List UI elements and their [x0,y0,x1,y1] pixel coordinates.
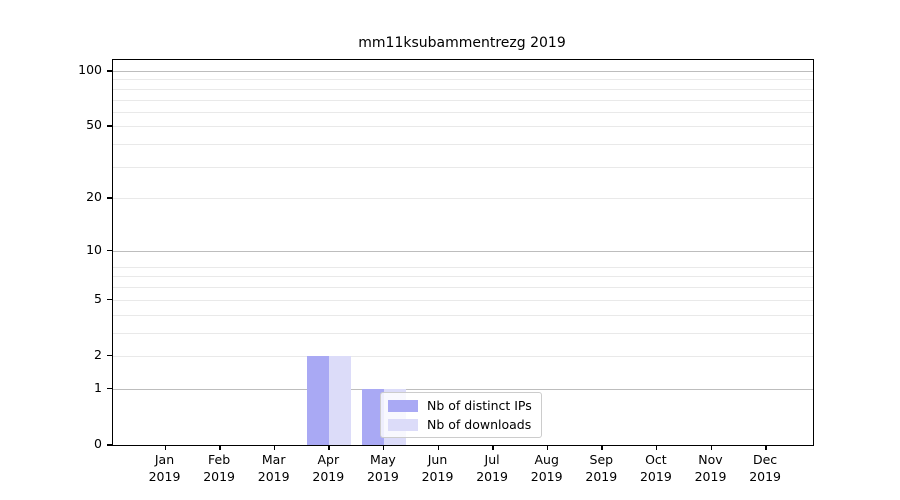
x-tick-mark [164,445,166,450]
x-tick-label: Nov 2019 [694,452,727,484]
y-tick-mark [107,249,112,252]
x-tick-mark [382,445,385,450]
chart-title: mm11ksubammentrezg 2019 [358,35,566,51]
x-tick-label: Mar 2019 [257,452,290,484]
bar-apr-distinct-ips [307,355,330,445]
y-tick-mark [107,387,112,390]
x-tick-label: Aug 2019 [530,452,563,484]
x-tick-mark [765,445,767,450]
gridline-minor [113,79,813,81]
x-tick-mark [601,445,603,450]
x-tick-mark [219,445,221,450]
x-tick-mark [492,445,494,450]
legend-swatch-distinct_ips [388,399,418,412]
gridline-minor [113,166,813,168]
legend-item: Nb of distinct IPs [388,398,532,413]
plot-area: Nb of distinct IPs Nb of downloads [112,59,814,446]
x-tick-label: Jun 2019 [421,452,454,484]
gridline-minor [113,111,813,113]
x-tick-mark [273,445,276,450]
y-tick-mark [107,298,112,301]
legend-swatch-downloads [388,418,418,431]
bar-may-distinct-ips [361,388,384,445]
y-tick-mark [107,197,112,199]
gridline-minor [113,314,813,316]
gridline-minor [113,144,813,146]
x-tick-mark [710,445,712,450]
y-tick-label: 2 [94,346,102,362]
x-tick-mark [655,445,658,450]
y-tick-mark [107,125,112,127]
gridline-minor [113,332,813,334]
x-tick-label: Feb 2019 [203,452,235,484]
bar-apr-downloads [329,355,352,445]
gridline-major [113,388,813,390]
legend-label: Nb of downloads [427,417,532,432]
x-tick-label: Apr 2019 [312,452,345,484]
y-tick-label: 5 [94,290,102,306]
gridline-minor [113,126,813,128]
x-tick-label: Sep 2019 [585,452,618,484]
legend-label: Nb of distinct IPs [427,398,532,413]
gridline-minor [113,198,813,200]
y-tick-label: 50 [86,117,102,133]
gridline-minor [113,276,813,278]
y-tick-label: 100 [78,62,102,77]
gridline-major [113,71,813,72]
y-tick-mark [107,354,112,357]
y-tick-label: 1 [94,379,102,395]
y-tick-mark [107,70,112,72]
gridline-minor [113,299,813,301]
y-tick-mark [107,444,112,446]
gridline-minor [113,99,813,101]
gridline-minor [113,266,813,268]
y-tick-label: 20 [86,189,102,205]
y-tick-label: 10 [86,241,102,257]
x-tick-label: Oct 2019 [639,452,672,484]
x-tick-mark [328,445,330,450]
gridline-minor [113,88,813,90]
gridline-major [113,250,813,252]
gridline-minor [113,355,813,357]
y-tick-label: 0 [94,436,102,451]
x-tick-label: Jul 2019 [476,452,508,484]
x-tick-label: Jan 2019 [148,452,181,484]
legend: Nb of distinct IPs Nb of downloads [380,392,542,438]
x-tick-mark [437,445,439,450]
x-tick-mark [546,445,549,450]
x-tick-label: May 2019 [366,452,399,484]
x-tick-label: Dec 2019 [749,452,781,484]
legend-item: Nb of downloads [388,417,532,432]
gridline-minor [113,287,813,289]
